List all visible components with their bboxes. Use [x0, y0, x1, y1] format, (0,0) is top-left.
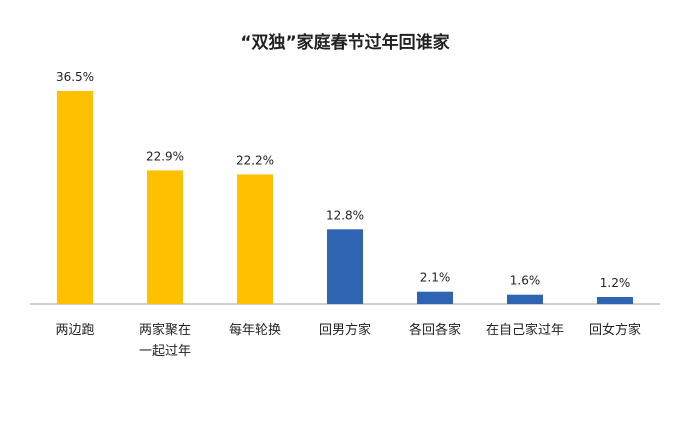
bars-group	[57, 91, 633, 304]
category-labels-group: 两边跑 两家聚在一起过年 每年轮换 回男方家 各回各家 在自己家过年 回女方家	[55, 322, 641, 359]
chart-title: “双独”家庭春节过年回谁家	[240, 33, 450, 53]
value-labels-group: 36.5% 22.9% 22.2% 12.8% 2.1% 1.6% 1.2%	[56, 70, 630, 290]
category-label-2: 两家聚在一起过年	[139, 322, 191, 359]
category-label-6: 在自己家过年	[486, 322, 564, 338]
value-label-5: 2.1%	[420, 271, 451, 285]
bar-5	[417, 291, 453, 304]
category-label-1: 两边跑	[55, 323, 94, 338]
value-label-1: 36.5%	[56, 70, 94, 84]
value-label-2: 22.9%	[146, 149, 184, 163]
category-label-4: 回男方家	[319, 322, 371, 338]
bar-2	[147, 170, 183, 304]
bar-6	[507, 294, 543, 304]
category-label-3: 每年轮换	[229, 322, 281, 338]
bar-3	[237, 174, 273, 304]
bar-4	[327, 229, 363, 304]
value-label-4: 12.8%	[326, 208, 364, 222]
bar-1	[57, 91, 93, 304]
value-label-3: 22.2%	[236, 153, 274, 167]
category-label-5: 各回各家	[409, 322, 461, 338]
value-label-6: 1.6%	[510, 274, 541, 288]
value-label-7: 1.2%	[600, 276, 631, 290]
category-label-7: 回女方家	[589, 322, 641, 338]
bar-7	[597, 297, 633, 304]
